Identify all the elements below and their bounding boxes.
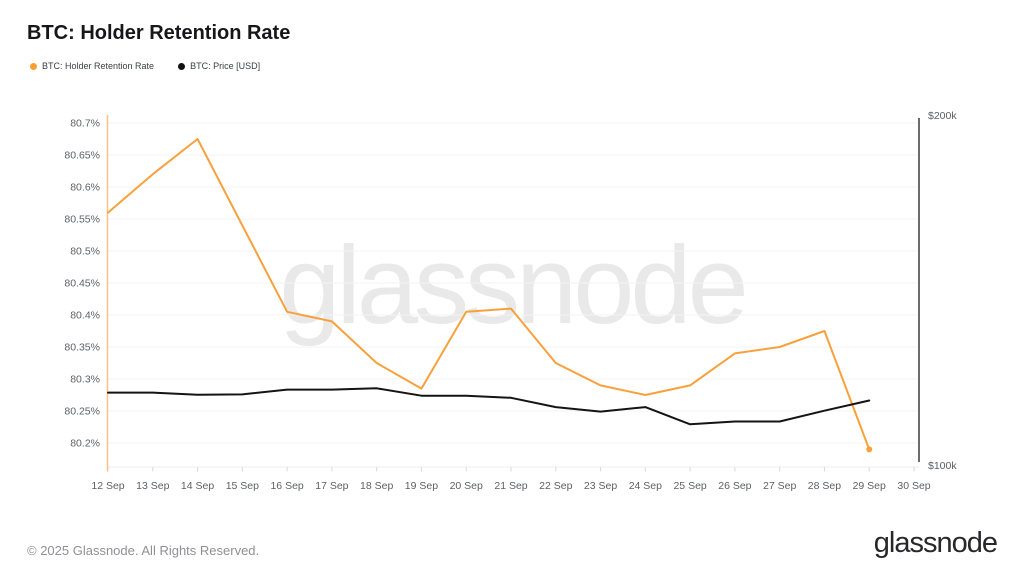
right-axis-tick-label: $100k — [928, 460, 957, 472]
copyright-text: © 2025 Glassnode. All Rights Reserved. — [27, 543, 260, 558]
x-axis-tick-label: 25 Sep — [673, 480, 706, 492]
x-axis-tick-label: 28 Sep — [808, 480, 841, 492]
left-axis-tick-label: 80.45% — [64, 278, 100, 290]
left-axis-tick-label: 80.55% — [64, 214, 100, 226]
legend-item-label: BTC: Price [USD] — [190, 61, 261, 71]
left-axis-tick-label: 80.65% — [64, 150, 100, 162]
left-axis-tick-label: 80.25% — [64, 406, 100, 418]
left-axis-tick-label: 80.6% — [70, 182, 100, 194]
x-axis-tick-label: 16 Sep — [270, 480, 303, 492]
x-axis-tick-label: 22 Sep — [539, 480, 572, 492]
x-axis-tick-label: 19 Sep — [405, 480, 438, 492]
left-axis-tick-label: 80.3% — [70, 374, 100, 386]
x-axis-tick-label: 21 Sep — [494, 480, 527, 492]
legend-dot-icon — [178, 62, 186, 70]
x-axis-tick-label: 27 Sep — [763, 480, 796, 492]
right-axis-tick-label: $200k — [928, 110, 957, 122]
series-line-1 — [107, 387, 871, 426]
legend-item-1[interactable]: BTC: Price [USD] — [178, 61, 260, 71]
x-axis-tick-label: 24 Sep — [629, 480, 662, 492]
glassnode-watermark: glassnode — [279, 224, 748, 347]
x-axis-tick-label: 18 Sep — [360, 480, 393, 492]
series-line-0 — [107, 138, 871, 451]
x-axis-tick-label: 20 Sep — [450, 480, 483, 492]
x-axis-tick-label: 13 Sep — [136, 480, 169, 492]
glassnode-logo: glassnode — [873, 527, 998, 559]
x-axis-tick-label: 29 Sep — [853, 480, 886, 492]
x-axis-tick-label: 26 Sep — [718, 480, 751, 492]
chart-canvas[interactable]: 80.7% 80.65% 80.6% 80.55% 80.5% 80.45% 80.4% 80… — [0, 0, 1024, 520]
left-axis-tick-label: 80.5% — [70, 246, 100, 258]
left-axis-tick-label: 80.2% — [70, 438, 100, 450]
left-axis-tick-label: 80.4% — [70, 310, 100, 322]
page-title: BTC: Holder Retention Rate — [27, 22, 291, 44]
legend-item-label: BTC: Holder Retention Rate — [42, 61, 155, 71]
left-axis-tick-label: 80.7% — [70, 118, 100, 130]
x-axis-tick-label: 15 Sep — [226, 480, 259, 492]
legend: BTC: Holder Retention Rate BTC: Price [US… — [30, 61, 260, 71]
x-axis-tick-label: 23 Sep — [584, 480, 617, 492]
left-axis-tick-label: 80.35% — [64, 342, 100, 354]
x-axis-tick-label: 14 Sep — [181, 480, 214, 492]
legend-item-0[interactable]: BTC: Holder Retention Rate — [30, 61, 154, 71]
x-axis-tick-label: 17 Sep — [315, 480, 348, 492]
legend-dot-icon — [30, 62, 37, 70]
x-axis-tick-label: 30 Sep — [897, 480, 930, 492]
x-axis-tick-label: 12 Sep — [91, 480, 124, 492]
series-end-dot — [866, 446, 873, 453]
